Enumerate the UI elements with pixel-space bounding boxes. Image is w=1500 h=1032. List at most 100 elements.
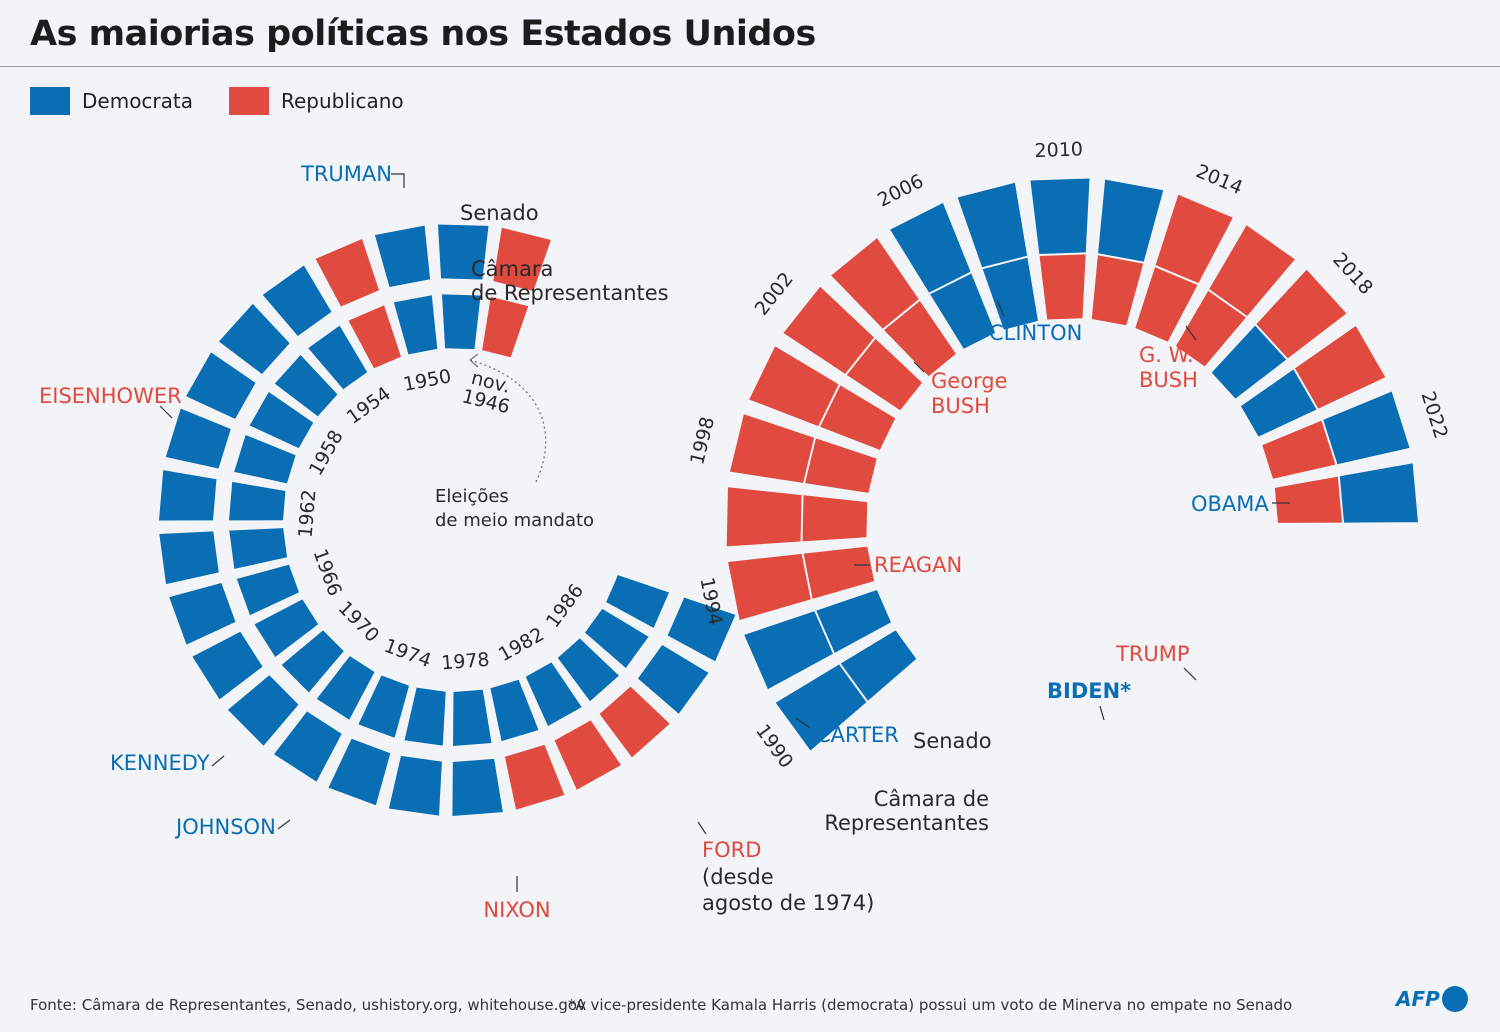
senate-tile: [218, 303, 290, 375]
senate-tile: [328, 738, 391, 806]
senate-tile: [493, 227, 551, 292]
house-tile: [982, 257, 1039, 330]
senate-tile: [1155, 194, 1233, 284]
house-tile: [1211, 325, 1287, 399]
house-tile: [281, 630, 344, 693]
legend-label-republican: Republicano: [281, 89, 404, 113]
house-tile: [234, 434, 296, 484]
senate-tile: [1256, 269, 1347, 359]
year-label: 1974: [381, 635, 434, 672]
leader-line: [211, 755, 225, 767]
page-title: As maiorias políticas nos Estados Unidos: [30, 14, 816, 54]
house-tile: [1135, 267, 1198, 342]
senate-tile: [159, 531, 219, 585]
source-note: Fonte: Câmara de Representantes, Senado,…: [30, 996, 586, 1014]
house-tile: [846, 338, 923, 411]
house-tile: [1262, 420, 1336, 479]
senate-tile: [227, 675, 299, 746]
leader-line: [159, 405, 173, 419]
leader-line: [1183, 667, 1197, 681]
house-tile: [1175, 290, 1246, 367]
year-label: 2006: [874, 170, 927, 211]
house-tile: [816, 590, 891, 653]
title-divider: [0, 66, 1500, 67]
house-tile: [229, 528, 288, 569]
senate-tile: [637, 645, 709, 714]
senate-tile: [1030, 178, 1090, 254]
president-label: TRUMAN: [300, 162, 392, 186]
house-tile: [803, 546, 875, 599]
president-label: REAGAN: [874, 553, 962, 577]
year-label: 1982: [495, 623, 548, 666]
senate-tile: [192, 631, 263, 700]
senate-tile: [775, 664, 867, 751]
house-tile: [490, 679, 539, 742]
year-label: 2010: [1034, 138, 1083, 162]
senate-tile: [726, 487, 802, 547]
footnote: *A vice-presidente Kamala Harris (democr…: [568, 996, 1293, 1014]
president-label: CARTER: [816, 723, 899, 747]
president-label: KENNEDY: [110, 751, 210, 775]
house-tile: [274, 354, 338, 417]
house-tile: [316, 656, 375, 720]
senate-tile: [1209, 225, 1295, 316]
afp-logo-dot: [1441, 986, 1468, 1012]
legend: Democrata Republicano: [30, 87, 440, 115]
president-label: G. W. BUSH: [1139, 343, 1198, 392]
year-label: 2022: [1416, 389, 1452, 442]
house-tile: [820, 385, 896, 450]
year-label: 1950: [401, 365, 453, 396]
senate-tile: [728, 553, 811, 620]
senate-tile: [374, 225, 431, 288]
house-tile: [482, 296, 529, 358]
annotation-arrow: [469, 359, 547, 483]
house-tile: [930, 273, 996, 349]
house-tile: [1274, 476, 1342, 523]
year-label: 1958: [305, 426, 348, 479]
house-tile: [840, 630, 917, 701]
year-label: 1970: [334, 597, 384, 647]
senate-tile: [957, 182, 1028, 268]
house-tile: [606, 575, 670, 628]
house-tile: [254, 599, 319, 657]
senate-tile: [783, 286, 875, 374]
senate-tile: [744, 611, 833, 690]
house-tile: [229, 481, 286, 521]
year-label: 1978: [440, 649, 490, 675]
house-tile: [585, 608, 649, 668]
president-label: EISENHOWER: [39, 384, 182, 408]
midterm-annotation: Eleições de meio mandato: [435, 486, 594, 531]
legend-swatch-democrat: [30, 87, 70, 115]
house-tile: [557, 638, 619, 702]
legend-label-democrat: Democrata: [82, 89, 193, 113]
house-tile: [805, 438, 877, 493]
leader-line: [1185, 325, 1197, 341]
year-label: 1986: [542, 580, 588, 632]
president-label: OBAMA: [1191, 492, 1269, 516]
president-label: George BUSH: [931, 369, 1008, 418]
house-end-label: Câmara de Representantes: [824, 787, 989, 835]
legend-swatch-republican: [229, 87, 269, 115]
house-tile: [1039, 254, 1086, 320]
house-start-label: Câmara de Representantes: [471, 257, 669, 305]
house-tile: [348, 305, 401, 369]
senate-tile: [1323, 391, 1410, 465]
year-label: 2014: [1193, 160, 1246, 199]
senate-tile: [262, 265, 332, 336]
senate-tile: [169, 583, 236, 645]
annotation-arrowhead: [469, 353, 479, 368]
leader-line: [391, 173, 405, 188]
year-label: nov.1946: [460, 366, 517, 418]
leader-line: [913, 361, 925, 373]
senate-tile: [729, 414, 815, 483]
year-label: 1962: [295, 489, 321, 539]
leader-line: [795, 717, 811, 729]
house-tile: [308, 325, 368, 390]
president-label: TRUMP: [1115, 642, 1190, 666]
afp-logo: AFP: [1396, 986, 1468, 1012]
house-tile: [802, 495, 868, 542]
house-tile: [441, 294, 481, 350]
senate-tile: [1295, 326, 1386, 409]
senate-tile: [186, 352, 256, 419]
